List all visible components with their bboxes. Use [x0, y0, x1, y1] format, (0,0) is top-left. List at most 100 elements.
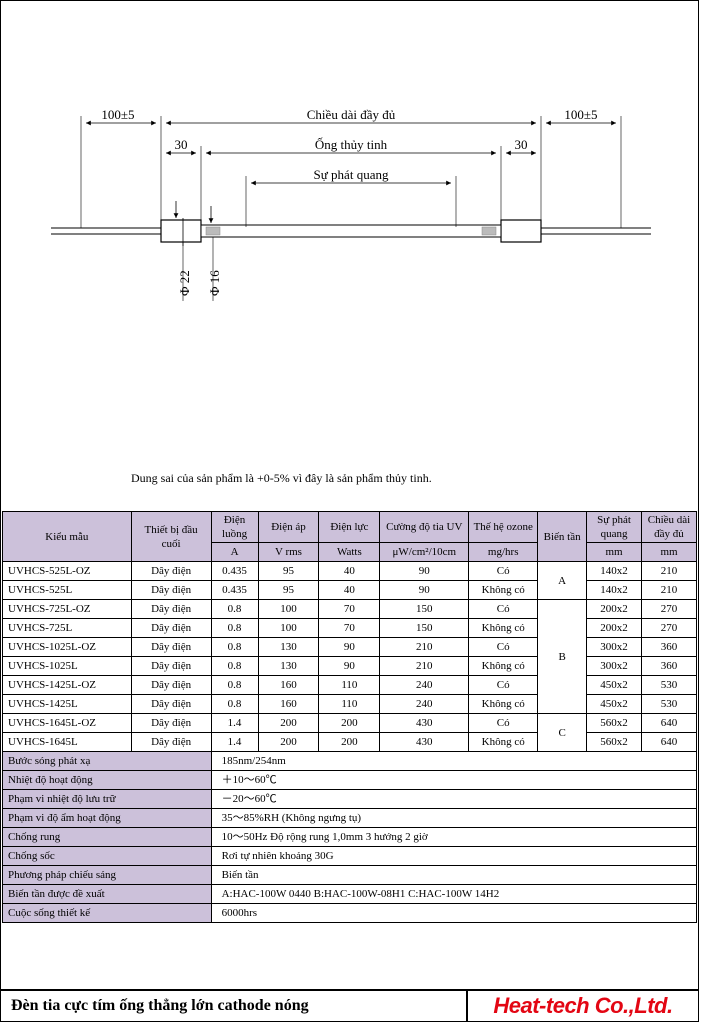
cell-current: 0.435: [211, 562, 258, 581]
inner-margin-left: 30: [175, 137, 188, 152]
spec-value: Rơi tự nhiên khoảng 30G: [211, 847, 696, 866]
cell-voltage: 100: [258, 600, 319, 619]
header-voltage-unit: V rms: [258, 543, 319, 562]
cell-terminal: Dây điện: [131, 714, 211, 733]
cell-current: 1.4: [211, 733, 258, 752]
spec-value: －20～60℃: [211, 790, 696, 809]
header-current: Điện luồng: [211, 512, 258, 543]
luminescence-label: Sự phát quang: [314, 167, 389, 182]
company-name: Heat-tech Co.,Ltd.: [468, 991, 698, 1021]
spec-label: Phương pháp chiếu sáng: [3, 866, 212, 885]
cell-power: 200: [319, 733, 380, 752]
cell-terminal: Dây điện: [131, 676, 211, 695]
cell-power: 200: [319, 714, 380, 733]
cell-inverter: C: [538, 714, 587, 752]
end-margin-right: 100±5: [564, 107, 597, 122]
cell-full: 640: [642, 714, 697, 733]
end-margin-left: 100±5: [101, 107, 134, 122]
cell-ozone: Không có: [469, 695, 538, 714]
spec-label: Cuộc sống thiết kế: [3, 904, 212, 923]
cell-full: 210: [642, 562, 697, 581]
cell-model: UVHCS-1025L-OZ: [3, 638, 132, 657]
cell-uv: 210: [380, 657, 469, 676]
cell-voltage: 130: [258, 638, 319, 657]
cell-lum: 140x2: [587, 562, 642, 581]
technical-diagram: Chiều dài đầy đủ 100±5 100±5 Ống thủy ti…: [51, 101, 651, 321]
spec-value: Biến tần: [211, 866, 696, 885]
spec-value: 10～50Hz Độ rộng rung 1,0mm 3 hướng 2 giờ: [211, 828, 696, 847]
spec-label: Phạm vi độ ẩm hoạt động: [3, 809, 212, 828]
cell-uv: 430: [380, 714, 469, 733]
header-model: Kiểu mẫu: [3, 512, 132, 562]
header-full: Chiều dài đầy đủ: [642, 512, 697, 543]
cell-power: 70: [319, 600, 380, 619]
spec-value: 185nm/254nm: [211, 752, 696, 771]
cell-uv: 90: [380, 581, 469, 600]
cell-uv: 240: [380, 695, 469, 714]
cell-model: UVHCS-525L: [3, 581, 132, 600]
cell-full: 360: [642, 657, 697, 676]
cell-uv: 90: [380, 562, 469, 581]
cell-full: 360: [642, 638, 697, 657]
cell-current: 0.8: [211, 600, 258, 619]
cell-voltage: 200: [258, 714, 319, 733]
cell-full: 210: [642, 581, 697, 600]
spec-value: ＋10～60℃: [211, 771, 696, 790]
header-voltage: Điện áp: [258, 512, 319, 543]
full-length-label: Chiều dài đầy đủ: [307, 107, 396, 122]
cell-terminal: Dây điện: [131, 581, 211, 600]
cell-full: 530: [642, 676, 697, 695]
cell-ozone: Có: [469, 600, 538, 619]
cell-power: 110: [319, 676, 380, 695]
glass-tube-label: Ống thủy tinh: [315, 137, 388, 152]
cell-terminal: Dây điện: [131, 562, 211, 581]
cell-full: 530: [642, 695, 697, 714]
cell-ozone: Không có: [469, 619, 538, 638]
spec-value: 6000hrs: [211, 904, 696, 923]
cell-terminal: Dây điện: [131, 619, 211, 638]
cell-current: 0.8: [211, 619, 258, 638]
spec-label: Biến tần được đề xuất: [3, 885, 212, 904]
cell-power: 70: [319, 619, 380, 638]
header-ozone-unit: mg/hrs: [469, 543, 538, 562]
cell-current: 0.8: [211, 638, 258, 657]
cell-uv: 240: [380, 676, 469, 695]
spec-label: Bước sóng phát xạ: [3, 752, 212, 771]
cell-voltage: 95: [258, 562, 319, 581]
cell-power: 90: [319, 657, 380, 676]
header-terminal: Thiết bị đầu cuối: [131, 512, 211, 562]
header-lum: Sự phát quang: [587, 512, 642, 543]
cell-voltage: 160: [258, 695, 319, 714]
cell-ozone: Không có: [469, 657, 538, 676]
cell-lum: 140x2: [587, 581, 642, 600]
spec-label: Chống rung: [3, 828, 212, 847]
dia-22-label: Φ 22: [177, 270, 192, 296]
spec-label: Nhiệt độ hoạt động: [3, 771, 212, 790]
cell-model: UVHCS-725L: [3, 619, 132, 638]
cell-terminal: Dây điện: [131, 733, 211, 752]
cell-inverter: B: [538, 600, 587, 714]
product-title: Đèn tia cực tím ống thẳng lớn cathode nó…: [1, 991, 468, 1021]
cell-model: UVHCS-1425L-OZ: [3, 676, 132, 695]
cell-model: UVHCS-525L-OZ: [3, 562, 132, 581]
cell-uv: 150: [380, 600, 469, 619]
cell-model: UVHCS-725L-OZ: [3, 600, 132, 619]
cell-lum: 200x2: [587, 600, 642, 619]
cell-model: UVHCS-1025L: [3, 657, 132, 676]
cell-current: 1.4: [211, 714, 258, 733]
cell-current: 0.8: [211, 657, 258, 676]
header-ozone: Thế hệ ozone: [469, 512, 538, 543]
header-current-unit: A: [211, 543, 258, 562]
cell-terminal: Dây điện: [131, 638, 211, 657]
dia-16-label: Φ 16: [207, 270, 222, 296]
cell-ozone: Không có: [469, 581, 538, 600]
cell-voltage: 100: [258, 619, 319, 638]
cell-power: 110: [319, 695, 380, 714]
spec-value: A:HAC-100W 0440 B:HAC-100W-08H1 C:HAC-10…: [211, 885, 696, 904]
product-table: Kiểu mẫu Thiết bị đầu cuối Điện luồng Đi…: [2, 511, 697, 923]
header-lum-unit: mm: [587, 543, 642, 562]
cell-current: 0.8: [211, 676, 258, 695]
cell-current: 0.435: [211, 581, 258, 600]
cell-model: UVHCS-1645L: [3, 733, 132, 752]
cell-uv: 430: [380, 733, 469, 752]
